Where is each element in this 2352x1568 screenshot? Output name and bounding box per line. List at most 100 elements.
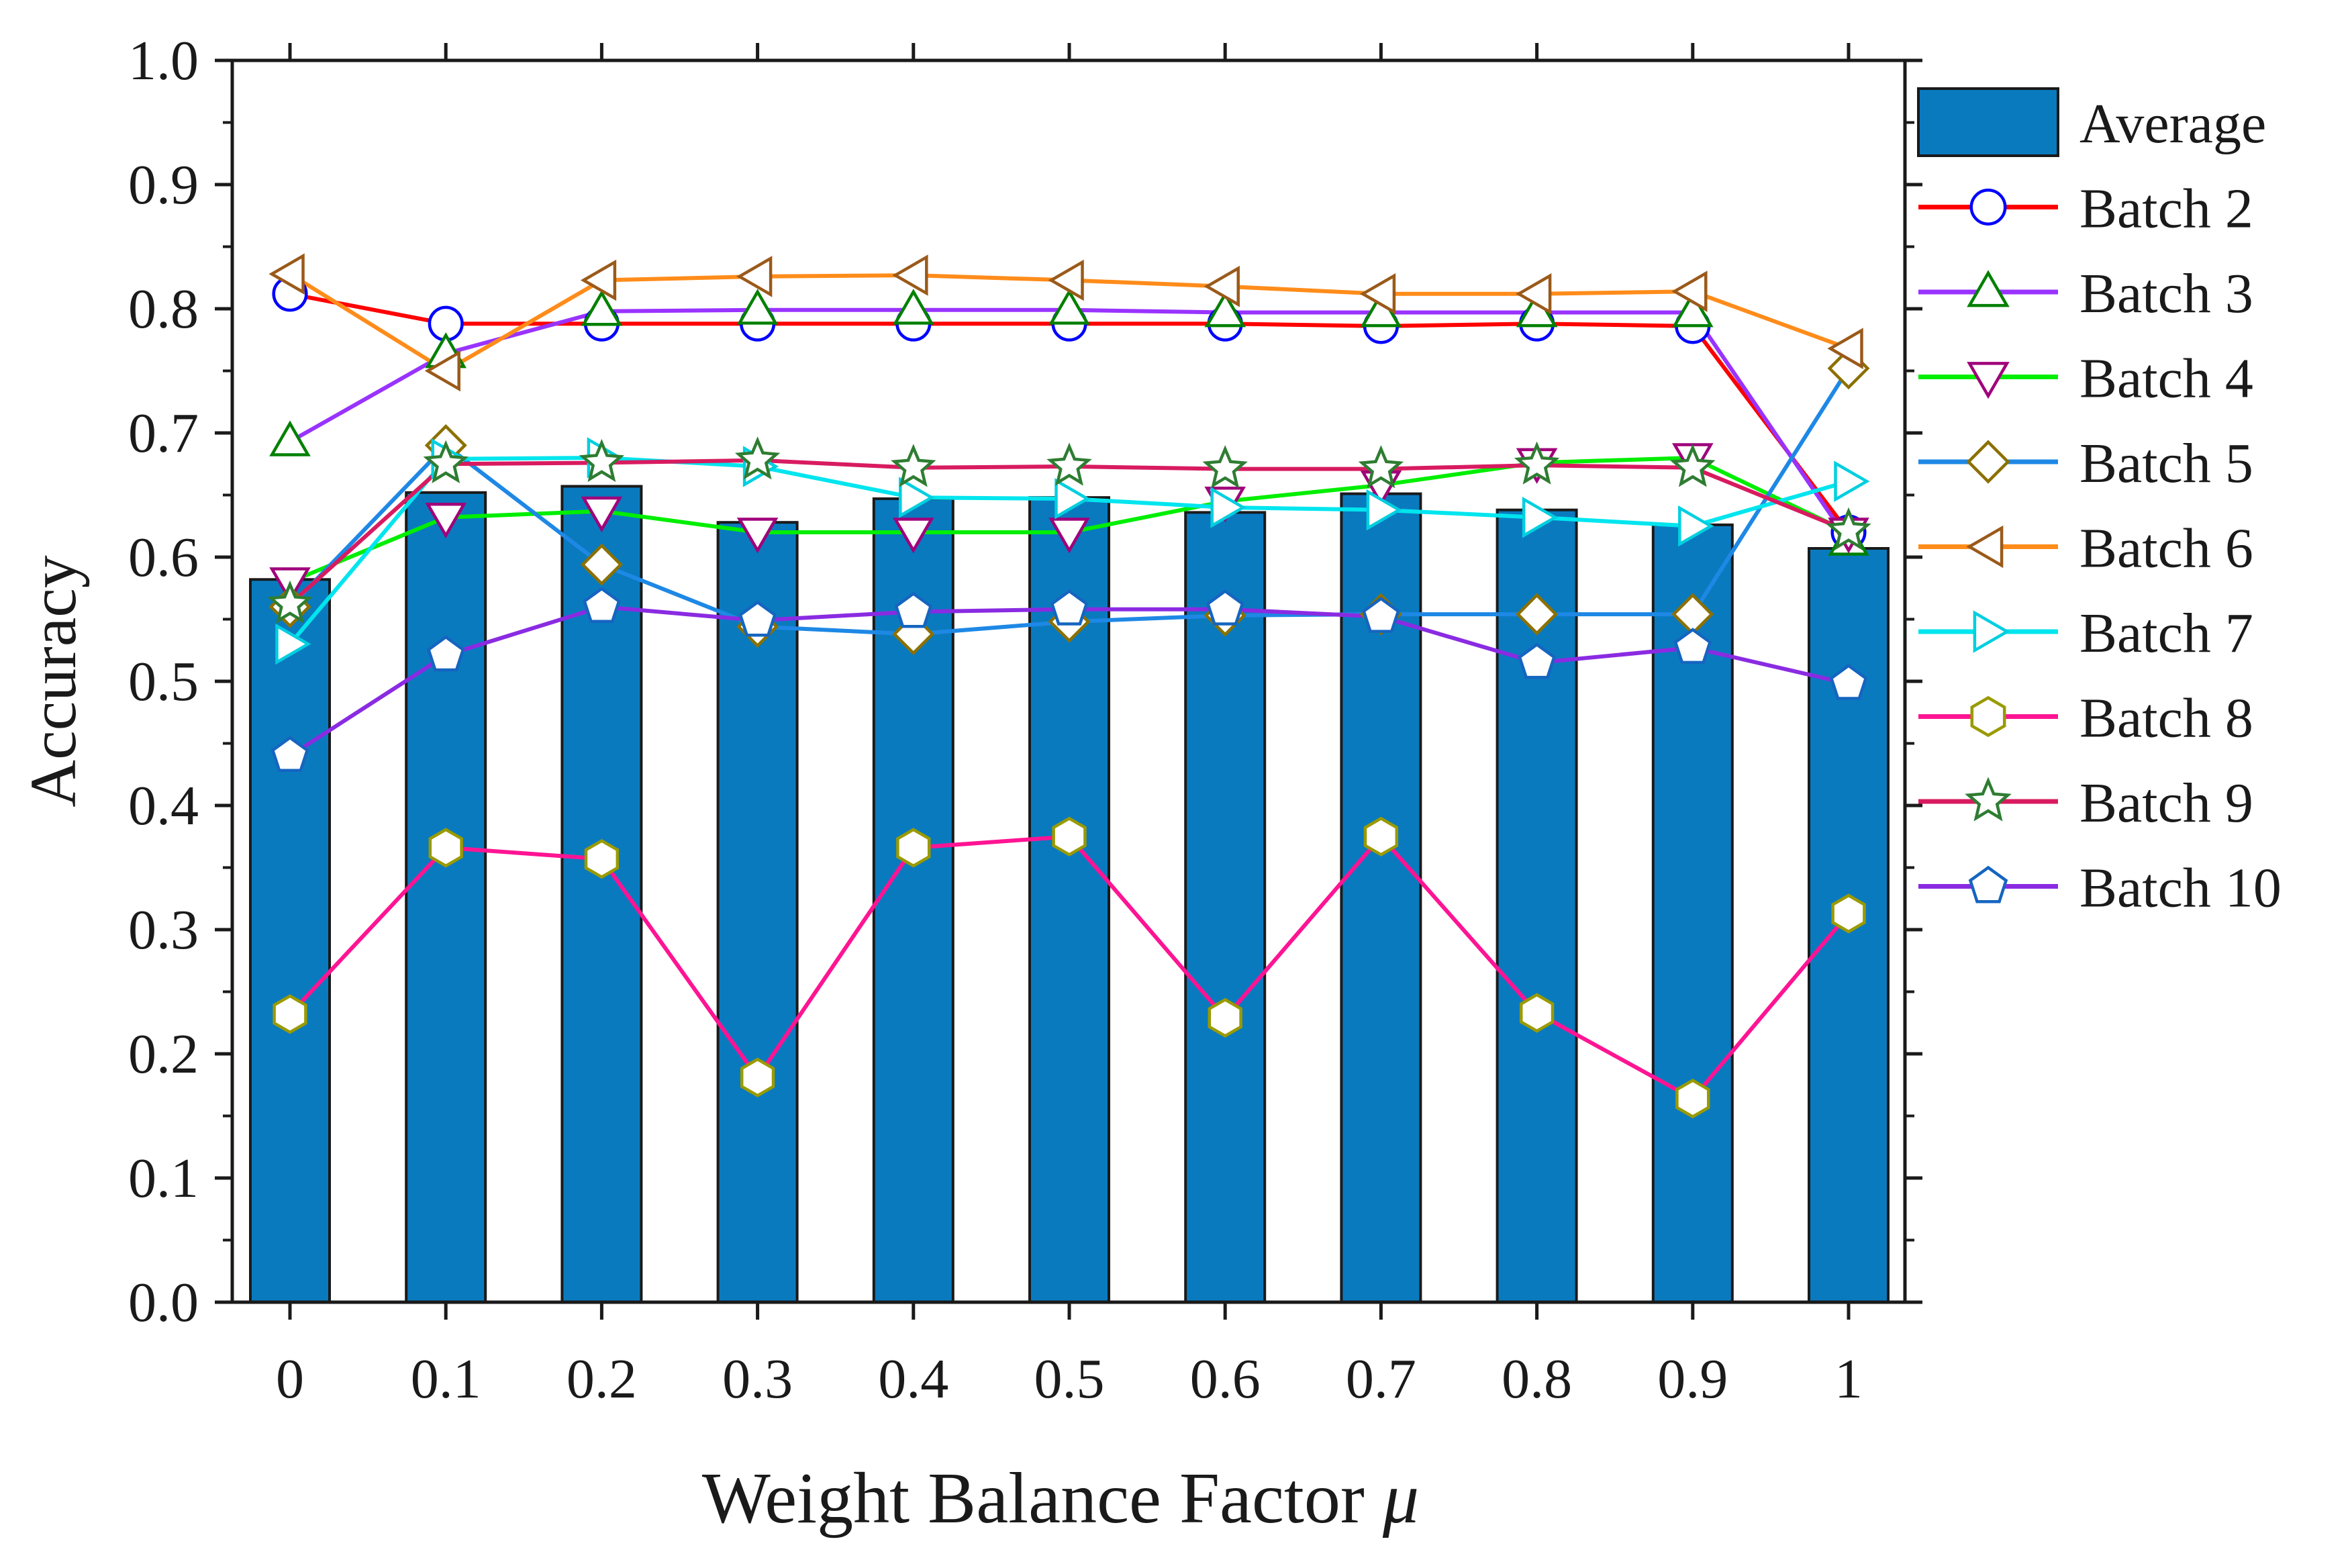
marker-batch-6-0.7: [1359, 273, 1396, 315]
marker-batch-7-0.5: [1055, 478, 1091, 520]
marker-batch-6-0.4: [892, 254, 928, 296]
y-tick-label: 0.7: [128, 402, 199, 464]
marker-batch-6-0.5: [1048, 259, 1084, 301]
marker-batch-8-0.2: [584, 839, 620, 879]
x-axis-title-symbol: μ: [1382, 1459, 1419, 1538]
marker-batch-3-0.4: [893, 289, 934, 325]
marker-batch-10-0.7: [1362, 597, 1400, 633]
marker-batch-10-0.2: [583, 587, 621, 624]
x-tick-label: 0.4: [878, 1348, 948, 1410]
legend-label-batch-9: Batch 9: [2079, 772, 2253, 834]
marker-batch-8-0.8: [1519, 993, 1555, 1033]
y-tick-label: 0.3: [128, 899, 199, 961]
marker-batch-10-0.5: [1050, 589, 1089, 626]
legend-marker-batch-3: [1967, 270, 2010, 307]
legend-marker-batch-9: [1965, 777, 2012, 822]
marker-batch-6-0.1: [424, 350, 460, 392]
marker-batch-9-0.1: [423, 440, 469, 483]
legend-marker-batch-2: [1969, 189, 2007, 226]
marker-batch-9-0.3: [734, 436, 781, 480]
bar-average-0: [249, 578, 331, 1304]
marker-batch-10-0.1: [426, 635, 465, 672]
y-tick-label: 0.4: [128, 775, 199, 837]
x-tick-label: 0.3: [722, 1348, 793, 1410]
legend-marker-batch-10: [1968, 865, 2008, 903]
marker-batch-9-0.5: [1046, 442, 1092, 486]
x-tick-label: 0: [276, 1348, 304, 1410]
marker-batch-9-0.9: [1670, 444, 1716, 487]
marker-batch-7-0: [275, 623, 311, 665]
legend-label-batch-3: Batch 3: [2079, 262, 2253, 325]
marker-batch-10-1: [1829, 663, 1868, 700]
marker-batch-3-0.9: [1672, 291, 1714, 328]
marker-batch-5-0.2: [580, 543, 623, 586]
legend-marker-batch-6: [1966, 525, 2004, 569]
legend-swatch-average: [1917, 87, 2059, 157]
legend-label-batch-10: Batch 10: [2079, 857, 2282, 920]
marker-batch-7-1: [1834, 460, 1870, 502]
marker-batch-10-0.8: [1518, 642, 1556, 679]
marker-batch-4-0.2: [581, 496, 623, 533]
marker-batch-10-0: [271, 736, 309, 773]
marker-batch-8-0.5: [1052, 816, 1087, 856]
x-tick-label: 0.8: [1502, 1348, 1572, 1410]
x-tick-label: 0.6: [1190, 1348, 1261, 1410]
marker-batch-9-0.6: [1202, 445, 1248, 489]
marker-batch-7-0.9: [1678, 505, 1714, 547]
legend-label-average: Average: [2079, 93, 2266, 155]
bar-average-0.1: [405, 491, 487, 1304]
marker-batch-9-0.8: [1514, 441, 1560, 485]
x-tick-label: 0.9: [1657, 1348, 1728, 1410]
y-tick-label: 0.9: [128, 154, 199, 216]
marker-batch-7-0.7: [1366, 489, 1402, 531]
marker-batch-9-1: [1826, 507, 1871, 550]
marker-batch-6-0: [268, 253, 305, 295]
marker-batch-4-0.5: [1048, 518, 1090, 554]
axes-layer: 0.0 0.1 0.2 0.3 0.4 0.5 0.6 0.7 0.8 0.9 1.0 0 0.1 0.2…: [128, 30, 1922, 1410]
marker-batch-8-1: [1831, 893, 1866, 934]
marker-batch-6-1: [1827, 328, 1863, 369]
marker-batch-8-0.9: [1675, 1079, 1710, 1119]
marker-batch-3-0.2: [581, 290, 623, 326]
y-tick-label: 0.8: [128, 278, 199, 340]
legend-label-batch-8: Batch 8: [2079, 687, 2253, 750]
marker-batch-9-0.7: [1358, 445, 1404, 489]
x-tick-label: 0.5: [1034, 1348, 1105, 1410]
marker-batch-8-0.4: [896, 828, 931, 868]
marker-batch-8-0.7: [1363, 816, 1399, 856]
marker-batch-10-0.6: [1206, 589, 1244, 626]
marker-batch-3-0.6: [1204, 291, 1246, 328]
marker-batch-3-0.3: [736, 289, 779, 325]
marker-batch-4-0.3: [736, 518, 779, 554]
legend-label-batch-6: Batch 6: [2079, 518, 2253, 580]
marker-batch-9-0.4: [891, 444, 936, 487]
marker-batch-8-0.1: [428, 828, 463, 868]
marker-batch-3-0: [269, 420, 311, 456]
marker-batch-8-0.3: [740, 1057, 775, 1097]
y-tick-label: 0.2: [128, 1023, 199, 1085]
marker-batch-8-0.6: [1208, 997, 1242, 1038]
markers-layer: [267, 253, 1871, 1119]
legend-marker-batch-8: [1970, 695, 2006, 738]
marker-batch-9-0: [267, 580, 313, 624]
marker-batch-6-0.6: [1204, 265, 1240, 307]
x-axis-title: Weight Balance Factor μ: [702, 1459, 1419, 1538]
legend-label-batch-2: Batch 2: [2079, 178, 2253, 240]
marker-batch-6-0.3: [736, 256, 773, 297]
legend-label-batch-5: Batch 5: [2079, 432, 2253, 495]
marker-batch-5-0.8: [1516, 593, 1559, 636]
marker-batch-10-0.4: [894, 591, 933, 628]
legend-label-batch-7: Batch 7: [2079, 602, 2253, 665]
y-tick-label: 0.1: [128, 1147, 199, 1210]
marker-batch-6-0.9: [1671, 271, 1708, 312]
y-axis-title: Accuracy: [17, 555, 90, 807]
marker-batch-6-0.2: [580, 259, 617, 301]
y-tick-label: 0.5: [128, 650, 199, 713]
marker-batch-5-0.4: [892, 613, 935, 656]
x-tick-label: 0.1: [411, 1348, 481, 1410]
y-tick-label: 1.0: [128, 30, 199, 92]
marker-batch-10-0.3: [738, 600, 777, 637]
x-axis-title-text: Weight Balance Factor: [702, 1459, 1365, 1538]
x-tick-label: 0.2: [567, 1348, 637, 1410]
